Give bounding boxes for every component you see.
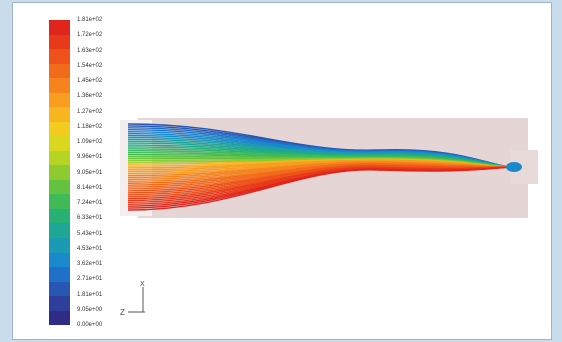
scale-tick-label: 1.36e+02	[77, 93, 103, 100]
scale-tick-label: 5.43e+01	[77, 230, 103, 237]
color-scale-labels: 1.81e+02 1.72e+02 1.63e+02 1.54e+02 1.45e+02…	[77, 17, 147, 330]
color-swatch	[49, 165, 70, 180]
color-swatch	[49, 92, 70, 108]
scale-tick-label: 1.81e+01	[77, 291, 103, 298]
color-swatch	[49, 78, 70, 93]
color-swatch	[49, 107, 70, 122]
color-swatch	[49, 296, 70, 311]
color-swatch	[49, 136, 70, 151]
color-swatch	[49, 281, 70, 297]
color-swatch	[49, 121, 70, 137]
color-swatch	[49, 194, 70, 209]
scale-tick-label: 1.72e+02	[77, 32, 103, 39]
scale-tick-label: 4.53e+01	[77, 245, 103, 252]
scale-tick-label: 1.27e+02	[77, 108, 103, 115]
color-swatch	[49, 20, 70, 35]
scale-tick-label: 8.14e+01	[77, 184, 103, 191]
color-scale-legend: 1.81e+02 1.72e+02 1.63e+02 1.54e+02 1.45e+02…	[49, 17, 102, 328]
axis-triad: Z X	[120, 281, 160, 324]
color-swatch	[49, 34, 70, 50]
scale-tick-label: 1.45e+02	[77, 78, 103, 84]
scale-tick-label: 1.18e+02	[77, 123, 103, 130]
scale-tick-label: 1.54e+02	[77, 62, 103, 69]
scale-tick-label: 1.09e+02	[77, 139, 103, 145]
color-swatch	[49, 223, 70, 238]
scale-tick-label: 7.24e+01	[77, 200, 103, 206]
color-swatch	[49, 267, 70, 282]
streamline-viewport[interactable]	[118, 106, 538, 226]
scale-tick-label: 2.71e+01	[77, 276, 103, 283]
scale-tick-label: 0.00e+00	[77, 322, 103, 328]
color-swatch	[49, 208, 70, 224]
color-swatch	[49, 63, 70, 79]
outlet-jet	[506, 162, 522, 172]
color-swatch	[49, 252, 70, 268]
scale-tick-label: 6.33e+01	[77, 215, 103, 222]
streamline	[127, 166, 511, 211]
axis-z-label: Z	[120, 308, 125, 317]
scale-tick-label: 9.96e+01	[77, 154, 103, 161]
color-scale-bar	[49, 20, 70, 326]
color-swatch	[49, 179, 70, 195]
scale-tick-label: 3.62e+01	[77, 261, 103, 267]
color-swatch	[49, 310, 70, 326]
scale-tick-label: 9.05e+01	[77, 169, 103, 176]
color-swatch	[49, 150, 70, 166]
scale-tick-label: 1.81e+02	[77, 17, 103, 23]
streamlines	[127, 123, 522, 211]
streamline-plot	[120, 118, 538, 218]
scale-tick-label: 9.05e+00	[77, 306, 103, 313]
axis-x-label: X	[140, 281, 145, 288]
color-swatch	[49, 237, 70, 253]
color-swatch	[49, 49, 70, 64]
scale-tick-label: 1.63e+02	[77, 47, 103, 54]
